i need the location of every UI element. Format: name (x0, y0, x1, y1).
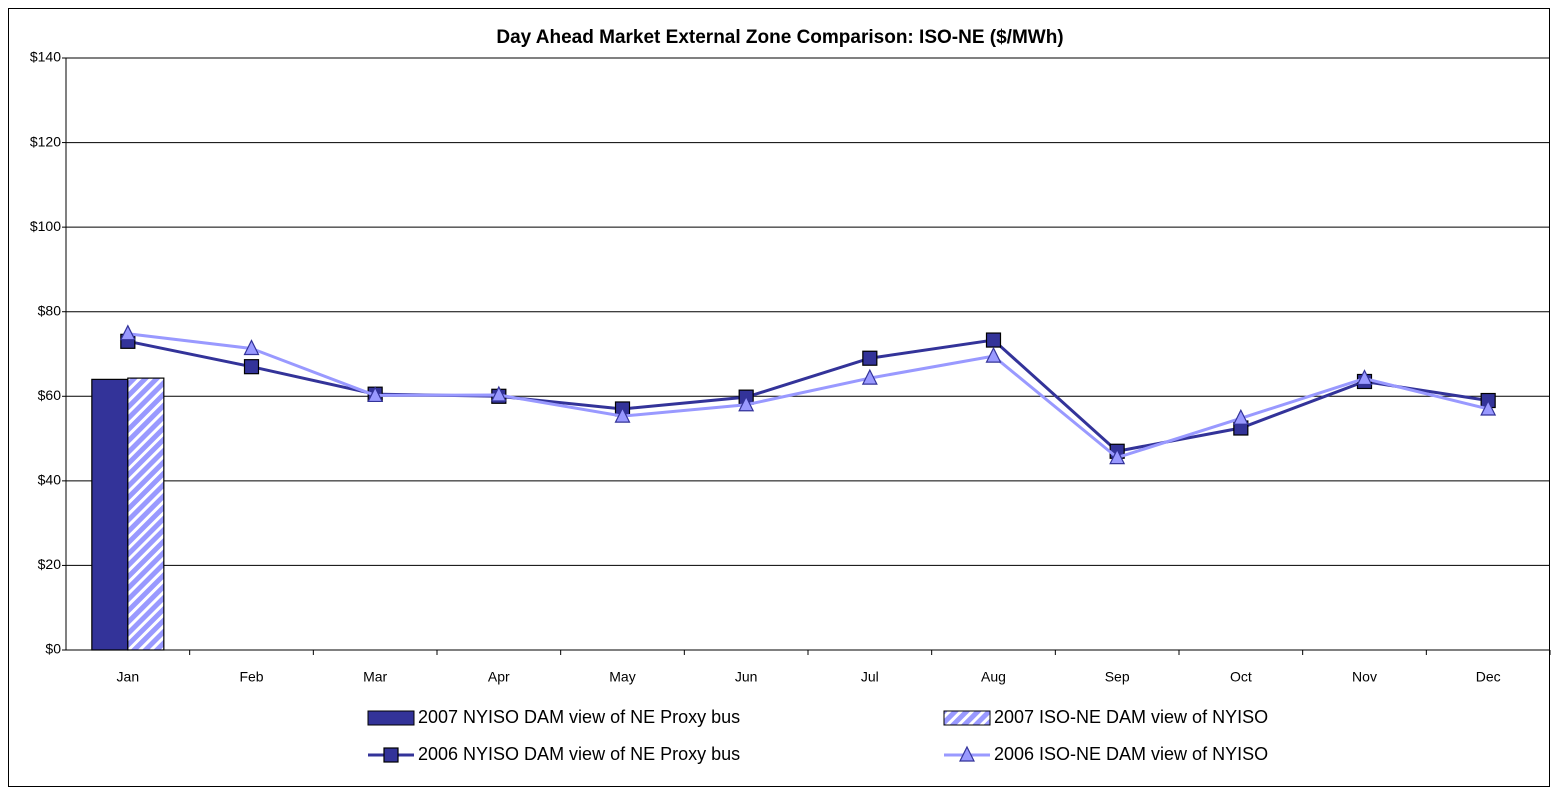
y-tick-label: $100 (30, 218, 61, 234)
x-tick-label: Nov (1352, 669, 1377, 685)
y-tick-label: $20 (38, 556, 62, 572)
line-marker (243, 339, 260, 356)
x-tick-label: Jul (861, 669, 879, 685)
y-tick-label: $0 (45, 641, 61, 657)
y-tick-label: $60 (38, 387, 62, 403)
x-tick-label: Sep (1105, 669, 1130, 685)
line-marker (862, 350, 878, 366)
y-tick-label: $40 (38, 472, 62, 488)
line (127, 332, 1489, 460)
legend-marker (959, 745, 975, 762)
line-marker (1109, 448, 1126, 465)
line (127, 338, 1489, 453)
line-marker (861, 368, 878, 385)
line-marker (367, 386, 384, 403)
x-tick-label: Feb (239, 669, 263, 685)
legend-label: 2007 ISO-NE DAM view of NYISO (994, 707, 1268, 727)
line-marker (985, 332, 1002, 348)
legend-swatch (367, 710, 415, 726)
legend-label: 2006 NYISO DAM view of NE Proxy bus (418, 744, 740, 764)
x-tick-label: Jun (735, 669, 758, 685)
line-marker (1232, 408, 1249, 425)
x-tick-label: Aug (981, 669, 1006, 685)
line-marker (985, 346, 1002, 363)
x-tick-label: Apr (488, 669, 510, 685)
line-marker (738, 395, 755, 412)
legend-label: 2007 NYISO DAM view of NE Proxy bus (418, 707, 740, 727)
x-tick-label: Dec (1476, 669, 1501, 685)
line-marker (1356, 369, 1373, 386)
bar (91, 378, 129, 651)
legend-swatch (943, 710, 991, 726)
x-tick-label: May (609, 669, 635, 685)
legend-label: 2006 ISO-NE DAM view of NYISO (994, 744, 1268, 764)
y-tick-label: $140 (30, 49, 61, 65)
line-marker (243, 359, 260, 375)
x-tick-label: Jan (117, 669, 140, 685)
x-tick-label: Mar (363, 669, 387, 685)
x-tick-label: Oct (1230, 669, 1252, 685)
line-marker (614, 406, 631, 423)
y-tick-label: $120 (30, 133, 61, 149)
line-marker (119, 324, 136, 341)
line-marker (490, 385, 507, 402)
legend-marker (383, 747, 399, 763)
y-tick-label: $80 (38, 302, 62, 318)
bar (127, 377, 165, 651)
chart-title: Day Ahead Market External Zone Compariso… (496, 27, 1063, 48)
line-marker (1480, 399, 1497, 416)
